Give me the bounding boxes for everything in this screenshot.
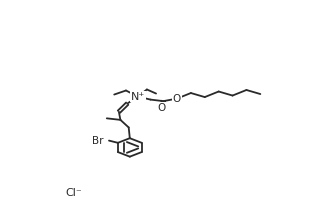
Text: Br: Br (92, 136, 104, 146)
Text: O: O (158, 103, 166, 113)
Text: O: O (173, 94, 181, 104)
Text: Cl⁻: Cl⁻ (66, 188, 82, 198)
Text: N⁺: N⁺ (131, 91, 145, 102)
